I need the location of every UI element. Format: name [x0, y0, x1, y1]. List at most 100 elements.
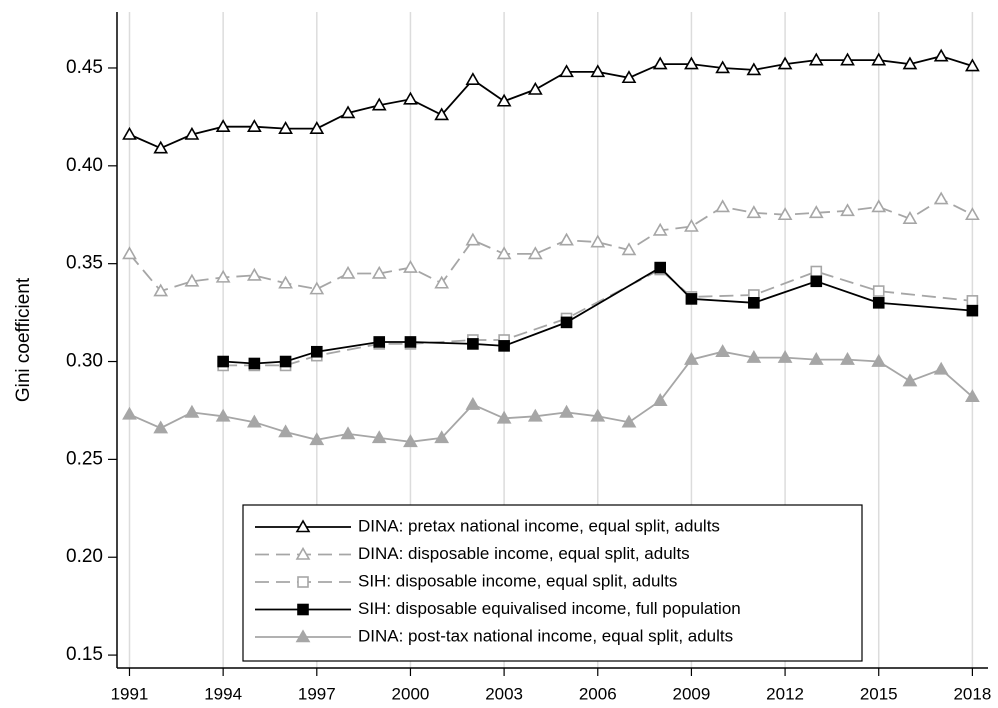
marker	[746, 62, 762, 76]
marker	[403, 259, 418, 273]
marker	[808, 205, 824, 219]
marker	[715, 344, 731, 358]
legend-marker	[297, 576, 309, 588]
marker	[496, 93, 512, 107]
x-tick-label: 2009	[673, 684, 711, 703]
marker	[278, 424, 293, 438]
legend-marker	[297, 603, 309, 616]
marker	[621, 414, 637, 428]
marker	[933, 191, 949, 205]
marker	[965, 207, 980, 221]
marker	[590, 408, 606, 422]
marker	[840, 203, 855, 217]
legend-label: DINA: pretax national income, equal spli…	[358, 516, 720, 535]
marker	[527, 408, 543, 422]
marker	[465, 72, 481, 86]
marker	[184, 273, 200, 287]
marker	[403, 434, 418, 448]
marker	[808, 351, 824, 365]
marker	[746, 350, 762, 363]
marker	[777, 56, 793, 70]
marker	[777, 207, 793, 221]
marker	[685, 293, 698, 305]
marker	[496, 246, 512, 260]
marker	[496, 410, 512, 424]
marker	[872, 285, 885, 297]
marker	[184, 126, 200, 140]
marker	[465, 232, 481, 246]
y-tick-label: 0.30	[66, 351, 103, 372]
marker	[310, 345, 323, 358]
marker	[404, 336, 417, 348]
marker	[434, 275, 450, 289]
x-tick-label: 2015	[860, 684, 898, 703]
marker	[340, 265, 356, 279]
y-tick-label: 0.20	[66, 546, 103, 567]
series-line	[128, 198, 973, 293]
marker	[153, 140, 169, 154]
legend-box	[242, 504, 863, 662]
marker	[217, 355, 229, 368]
y-tick-label: 0.40	[66, 155, 103, 176]
marker	[933, 361, 949, 375]
marker	[215, 119, 231, 132]
marker	[403, 91, 418, 105]
marker	[246, 414, 262, 428]
marker	[371, 97, 387, 111]
marker	[184, 404, 200, 418]
marker	[871, 199, 887, 213]
x-tick-label: 1991	[111, 684, 149, 703]
marker	[777, 350, 793, 363]
marker	[872, 297, 885, 309]
marker	[246, 267, 262, 281]
marker	[590, 64, 606, 78]
marker	[467, 338, 479, 350]
x-tick-label: 1994	[204, 684, 242, 703]
marker	[684, 351, 699, 365]
x-tick-label: 2018	[953, 684, 991, 703]
marker	[278, 275, 293, 289]
marker	[840, 52, 855, 66]
marker	[652, 56, 668, 70]
marker	[153, 420, 169, 434]
marker	[966, 304, 979, 317]
marker	[902, 56, 918, 70]
y-tick-label: 0.25	[66, 448, 103, 469]
marker	[965, 389, 980, 403]
marker	[652, 393, 668, 406]
marker	[122, 246, 137, 260]
marker	[309, 432, 325, 446]
y-axis-label: Gini coefficient	[13, 277, 34, 402]
marker	[808, 52, 824, 66]
marker	[966, 295, 979, 307]
marker	[278, 121, 293, 134]
marker	[153, 283, 169, 297]
marker	[340, 426, 356, 440]
marker	[122, 406, 137, 420]
marker	[621, 70, 637, 84]
marker	[748, 297, 760, 309]
marker	[654, 261, 667, 274]
marker	[248, 357, 261, 370]
marker	[434, 430, 450, 444]
series-line	[129, 55, 973, 150]
marker	[465, 396, 481, 410]
marker	[215, 269, 231, 283]
marker	[122, 126, 137, 140]
series-line	[129, 350, 973, 443]
marker	[684, 218, 699, 232]
x-tick-label: 1997	[298, 684, 336, 703]
x-tick-label: 2012	[766, 684, 804, 703]
marker	[933, 48, 949, 62]
y-tick-label: 0.35	[66, 253, 103, 274]
x-tick-label: 2006	[579, 684, 617, 703]
marker	[810, 275, 823, 288]
marker	[340, 105, 356, 119]
y-tick-label: 0.15	[66, 644, 103, 665]
marker	[560, 316, 573, 329]
marker	[810, 265, 823, 278]
marker	[965, 58, 980, 72]
marker	[434, 107, 450, 121]
legend-label: DINA: disposable income, equal split, ad…	[358, 544, 690, 563]
marker	[215, 408, 231, 422]
